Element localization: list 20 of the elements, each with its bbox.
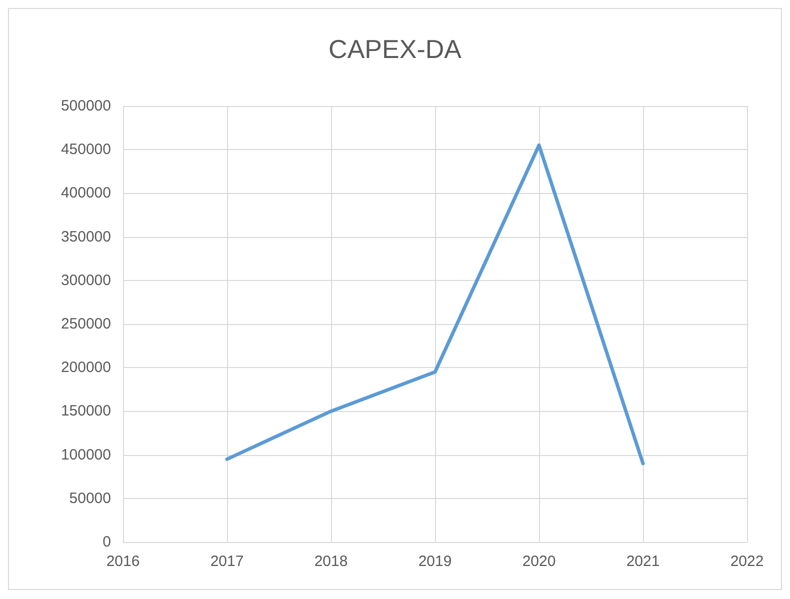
x-tick-label: 2022 <box>730 553 764 570</box>
y-tick-label: 100000 <box>60 446 111 464</box>
x-tick-label: 2019 <box>418 553 452 570</box>
y-tick-label: 0 <box>102 534 111 550</box>
y-tick-label: 500000 <box>60 98 111 114</box>
y-tick-label: 450000 <box>60 141 111 158</box>
y-tick-label: 250000 <box>60 316 111 332</box>
x-tick-label: 2020 <box>522 553 556 570</box>
y-tick-label: 200000 <box>60 359 111 376</box>
x-tick-label: 2021 <box>626 553 660 570</box>
x-tick-label: 2017 <box>210 553 244 570</box>
y-tick-label: 400000 <box>60 184 111 202</box>
x-tick-label: 2016 <box>106 553 140 570</box>
line-series <box>225 143 645 466</box>
y-tick-label: 50000 <box>69 490 111 507</box>
chart-title: CAPEX-DA <box>328 34 462 64</box>
y-tick-label: 300000 <box>60 272 111 289</box>
x-tick-label: 2018 <box>314 553 348 570</box>
y-tick-label: 350000 <box>60 228 111 246</box>
y-tick-label: 150000 <box>60 402 111 420</box>
